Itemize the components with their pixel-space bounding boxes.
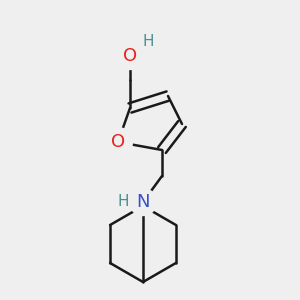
Circle shape <box>103 128 132 156</box>
Text: O: O <box>111 133 125 151</box>
Text: H: H <box>142 34 154 50</box>
Text: N: N <box>136 193 150 211</box>
Text: O: O <box>123 47 137 65</box>
Circle shape <box>130 188 157 215</box>
Circle shape <box>116 43 143 70</box>
Text: H: H <box>118 194 129 208</box>
